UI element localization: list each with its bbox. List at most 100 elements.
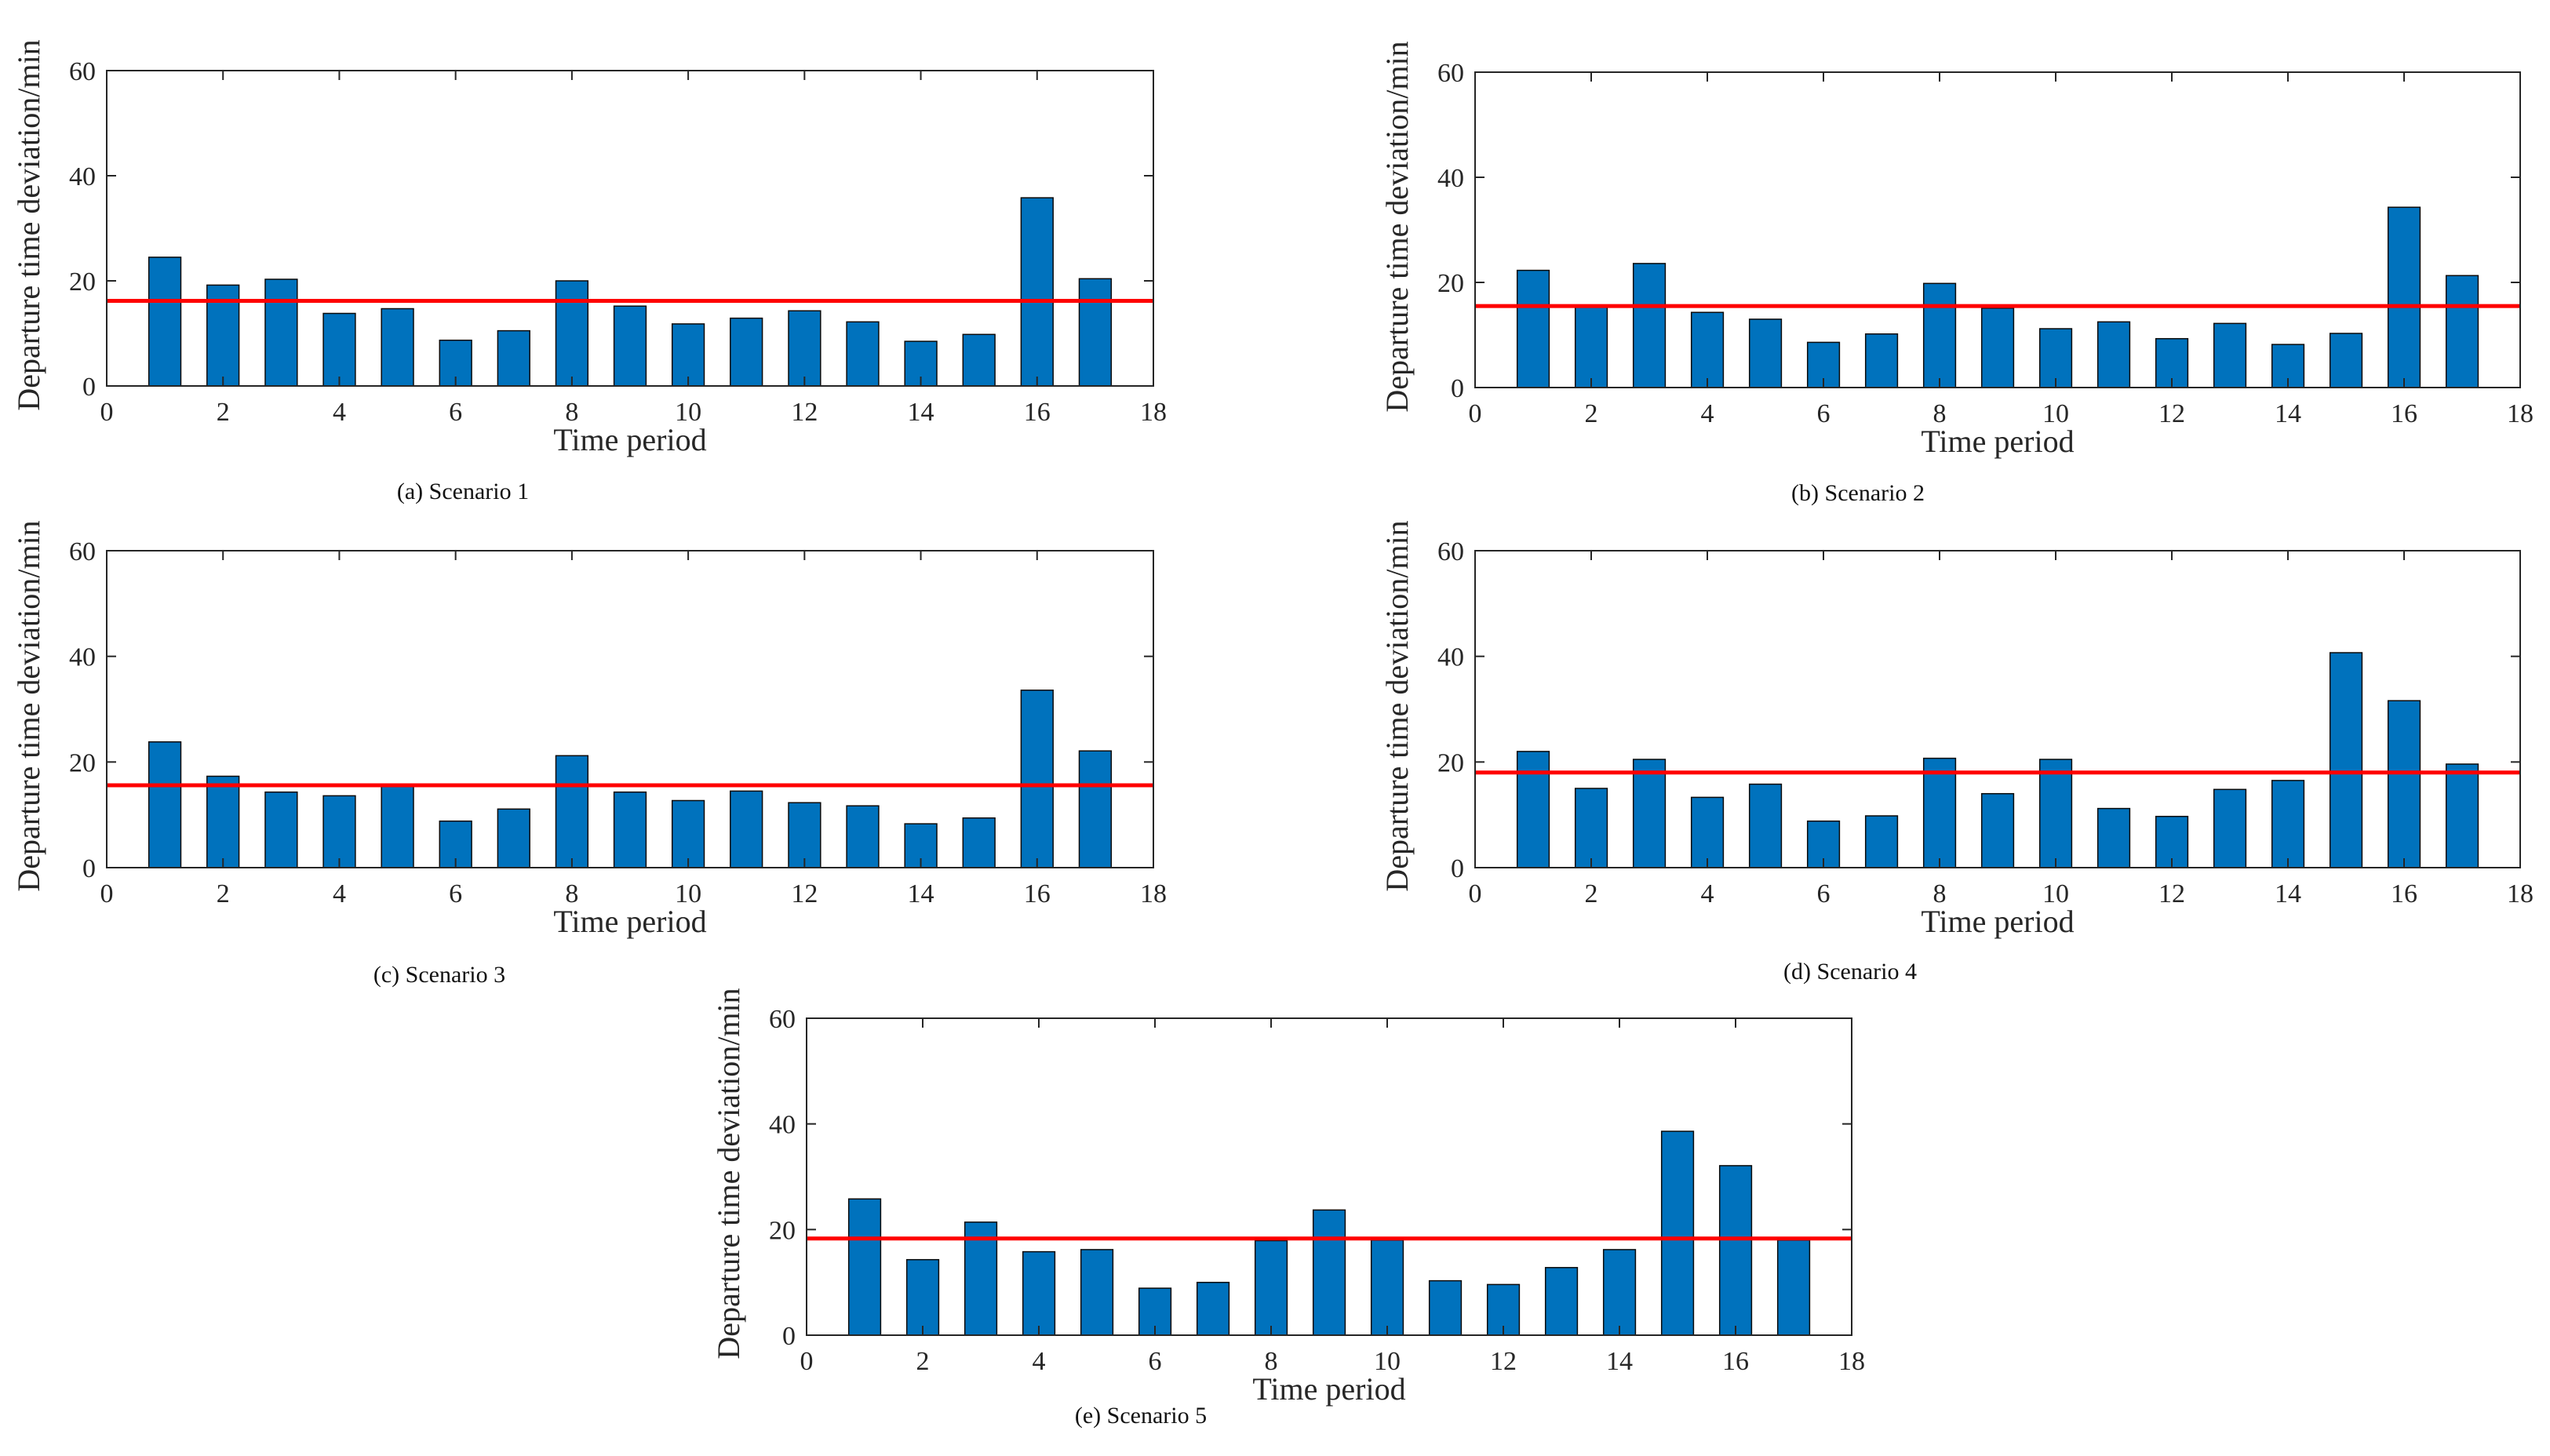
x-tick-label: 18 bbox=[1140, 398, 1167, 427]
y-axis-title: Departure time deviation/min bbox=[11, 520, 46, 891]
x-tick-label: 6 bbox=[1817, 879, 1831, 908]
y-tick-label: 20 bbox=[769, 1216, 796, 1245]
panel-caption: (c) Scenario 3 bbox=[373, 962, 505, 988]
y-tick-label: 20 bbox=[1437, 748, 1464, 777]
panel-caption: (d) Scenario 4 bbox=[1783, 959, 1917, 985]
bar-period-12 bbox=[788, 310, 821, 387]
bar-period-16 bbox=[1020, 690, 1054, 868]
chart-panel-2: 0 2 4 6 8 10 12 14 16 18 0 20 40 60 Time period Departu… bbox=[1379, 41, 2534, 506]
y-tick-label: 60 bbox=[1437, 59, 1464, 88]
bar-period-16 bbox=[2387, 206, 2421, 388]
x-tick-label: 6 bbox=[449, 879, 462, 908]
x-tick-label: 14 bbox=[908, 398, 934, 427]
y-tick-label: 0 bbox=[1451, 854, 1464, 883]
panel-caption: (b) Scenario 2 bbox=[1791, 480, 1925, 506]
panel-caption: (e) Scenario 5 bbox=[1075, 1403, 1207, 1429]
y-tick-label: 0 bbox=[82, 373, 96, 402]
bar-period-1 bbox=[148, 257, 182, 387]
bar-period-11 bbox=[1428, 1279, 1463, 1336]
bar-period-17 bbox=[1776, 1239, 1811, 1336]
x-tick-label: 14 bbox=[1606, 1347, 1633, 1376]
bar-period-13 bbox=[1544, 1267, 1579, 1336]
x-tick-label: 4 bbox=[1701, 399, 1714, 428]
y-tick-label: 40 bbox=[1437, 643, 1464, 672]
bar-period-9 bbox=[1312, 1209, 1346, 1336]
x-axis-title: Time period bbox=[1921, 904, 2074, 939]
bar-period-15 bbox=[1660, 1130, 1695, 1336]
x-tick-label: 18 bbox=[2507, 399, 2534, 428]
bar-period-4 bbox=[1690, 796, 1725, 868]
bar-period-13 bbox=[2213, 788, 2247, 868]
bar-period-5 bbox=[1748, 783, 1783, 868]
x-tick-label: 16 bbox=[1024, 879, 1051, 908]
chart-panel-1: 0 2 4 6 8 10 12 14 16 18 0 20 40 60 Time period Departu… bbox=[11, 39, 1167, 504]
bar-period-3 bbox=[964, 1221, 998, 1336]
x-tick-label: 12 bbox=[1490, 1347, 1517, 1376]
bar-period-14 bbox=[2271, 780, 2305, 868]
bar-period-1 bbox=[148, 741, 182, 868]
y-tick-label: 40 bbox=[769, 1111, 796, 1140]
x-tick-label: 8 bbox=[565, 879, 578, 908]
x-tick-label: 18 bbox=[1838, 1347, 1865, 1376]
x-tick-label: 6 bbox=[1149, 1347, 1162, 1376]
x-tick-label: 0 bbox=[800, 1347, 814, 1376]
x-tick-label: 2 bbox=[1585, 879, 1598, 908]
bar-period-4 bbox=[322, 795, 356, 868]
bar-period-3 bbox=[1632, 263, 1667, 388]
x-tick-label: 0 bbox=[1469, 399, 1482, 428]
x-tick-label: 18 bbox=[2507, 879, 2534, 908]
bar-period-3 bbox=[264, 791, 298, 868]
bar-period-3 bbox=[264, 278, 298, 387]
x-tick-label: 6 bbox=[1817, 399, 1831, 428]
bar-period-8 bbox=[1922, 282, 1957, 388]
x-tick-label: 8 bbox=[1265, 1347, 1278, 1376]
x-tick-label: 4 bbox=[1033, 1347, 1046, 1376]
x-tick-label: 16 bbox=[2391, 399, 2417, 428]
x-tick-label: 6 bbox=[449, 398, 462, 427]
bar-period-16 bbox=[1020, 197, 1054, 387]
bar-period-11 bbox=[2096, 321, 2131, 388]
bar-period-7 bbox=[497, 329, 530, 387]
bar-period-2 bbox=[1574, 788, 1608, 868]
bar-period-2 bbox=[206, 775, 240, 868]
panel-caption: (a) Scenario 1 bbox=[397, 479, 529, 504]
plot-frame bbox=[1474, 71, 2521, 388]
bar-period-14 bbox=[1602, 1249, 1637, 1336]
x-tick-label: 12 bbox=[791, 879, 818, 908]
x-tick-label: 16 bbox=[2391, 879, 2417, 908]
x-tick-label: 10 bbox=[675, 398, 701, 427]
chart-panel-3: 0 2 4 6 8 10 12 14 16 18 0 20 40 60 Time period Departu… bbox=[11, 520, 1167, 988]
x-axis-title: Time period bbox=[553, 422, 706, 457]
y-axis-title: Departure time deviation/min bbox=[11, 39, 46, 410]
bar-period-9 bbox=[613, 305, 647, 387]
x-tick-label: 12 bbox=[2158, 399, 2185, 428]
bar-period-8 bbox=[1254, 1239, 1288, 1336]
bar-period-15 bbox=[962, 817, 996, 868]
bar-period-1 bbox=[1516, 751, 1550, 868]
bar-period-17 bbox=[2445, 763, 2479, 868]
bar-period-5 bbox=[1080, 1249, 1114, 1336]
y-axis-title: Departure time deviation/min bbox=[1379, 41, 1415, 412]
y-tick-label: 60 bbox=[769, 1005, 796, 1034]
x-tick-label: 2 bbox=[1585, 399, 1598, 428]
x-tick-label: 14 bbox=[2275, 399, 2301, 428]
bar-period-16 bbox=[2387, 700, 2421, 868]
x-tick-label: 2 bbox=[217, 398, 230, 427]
y-tick-label: 20 bbox=[69, 268, 96, 297]
plot-frame bbox=[806, 1017, 1852, 1336]
x-tick-label: 14 bbox=[2275, 879, 2301, 908]
bar-period-7 bbox=[1864, 333, 1899, 388]
y-tick-label: 40 bbox=[69, 162, 96, 191]
plot-frame bbox=[1474, 550, 2521, 868]
y-tick-label: 0 bbox=[1451, 374, 1464, 403]
bar-period-3 bbox=[1632, 759, 1667, 868]
bar-period-8 bbox=[555, 280, 589, 387]
bar-period-13 bbox=[846, 805, 880, 868]
x-tick-label: 4 bbox=[333, 879, 346, 908]
bar-period-9 bbox=[1980, 792, 2015, 868]
y-tick-label: 40 bbox=[1437, 164, 1464, 193]
bar-period-9 bbox=[613, 791, 647, 868]
x-tick-label: 18 bbox=[1140, 879, 1167, 908]
y-tick-label: 0 bbox=[82, 854, 96, 883]
